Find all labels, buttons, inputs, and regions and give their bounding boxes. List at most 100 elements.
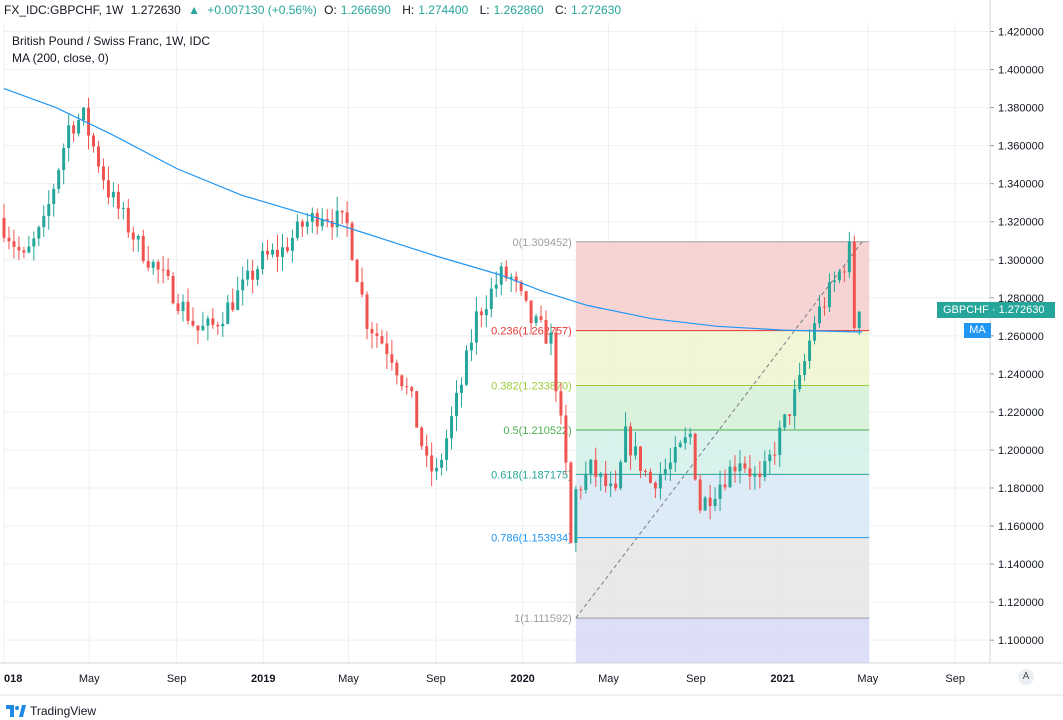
time-tick-label: Sep [167,673,187,685]
candle-body [146,260,150,268]
series-title[interactable]: British Pound / Swiss Franc, 1W, IDC [12,34,211,48]
fib-band [575,537,870,619]
price-tick-label: 1.420000 [998,27,1044,39]
tradingview-wordmark: TradingView [30,704,97,718]
candle-body [614,483,618,489]
candle-body [2,217,6,238]
candle-body [728,466,732,488]
candle-body [494,284,498,289]
moving-average-line [3,88,863,333]
tradingview-logo[interactable]: TradingView [6,704,96,718]
candle-body [738,463,742,472]
candle-body [544,319,548,344]
candle-body [832,280,836,283]
candle-body [673,447,677,463]
price-time-axes[interactable]: 1.100000 1.120000 1.140000 1.160000 1.180000… [0,0,1063,696]
candle-body [290,237,294,251]
candle-body [723,484,727,488]
candle-body [360,282,364,295]
candle-body [226,302,230,324]
candle-body [345,212,349,224]
candle-body [668,462,672,470]
candle-body [430,455,434,472]
fibonacci-retracement[interactable]: 0(1.309452)0.236(1.262757)0.382(1.233870… [491,237,870,663]
candle-body [529,300,533,323]
candle-body [340,210,344,213]
ma-badge: MA [964,323,991,338]
candle-body [629,426,633,456]
fib-level-label: 0.618(1.187175) [491,469,572,481]
candle-body [300,221,304,227]
candle-body [176,303,180,312]
candle-body [231,302,235,310]
candle-body [62,148,66,171]
candle-body [106,180,110,198]
candle-body [131,232,135,240]
price-tick-label: 1.320000 [998,217,1044,229]
candle-body [827,282,831,308]
candle-body [151,261,155,268]
candle-body [514,276,518,282]
candle-body [847,241,851,273]
candle-body [619,462,623,489]
candle-body [464,350,468,385]
candle-body [271,249,275,255]
candle-body [609,483,613,487]
up-arrow-icon: ▲ [188,3,200,17]
candle-body [589,459,593,474]
candle-body [410,387,414,392]
candle-body [261,250,265,270]
candle-body [181,301,185,312]
candle-body [42,215,46,228]
candle-body [708,497,712,507]
time-tick-label: May [79,673,100,685]
candle-body [315,212,319,227]
candle-body [370,328,374,334]
time-tick-label: 018 [4,673,22,685]
candle-body [484,309,488,316]
time-tick-label: 2020 [510,673,534,685]
candle-body [822,306,826,308]
candle-body [634,446,638,456]
low-label: L: [479,3,490,17]
candle-body [559,391,563,416]
price-tick-label: 1.240000 [998,369,1044,381]
fib-trend-line [575,241,863,619]
candle-body [509,276,513,279]
low-value: 1.262860 [493,3,544,17]
candle-body [116,191,120,209]
candle-body [126,207,130,233]
symbol-label[interactable]: FX_IDC:GBPCHF, 1W [4,3,124,17]
time-tick-label: Sep [686,673,706,685]
time-tick-label: 2021 [770,673,794,685]
current-price-badge: GBPCHF · 1.272630 [937,302,1055,318]
candle-body [191,320,195,326]
candle-body [246,270,250,280]
candle-body [703,497,707,511]
candle-body [549,332,553,344]
price-tick-label: 1.180000 [998,483,1044,495]
open-label: O: [324,3,337,17]
candle-body [166,269,170,276]
price-tick-label: 1.300000 [998,255,1044,267]
candle-body [793,389,797,417]
price-tick-label: 1.280000 [998,293,1044,305]
candle-body [22,250,26,253]
candle-body [788,414,792,417]
auto-scale-button[interactable]: A [1018,669,1034,685]
ma-indicator-legend[interactable]: MA (200, close, 0) [12,51,109,65]
candle-body [206,318,210,326]
candle-body [524,291,528,301]
candle-body [27,246,31,253]
candle-body [594,459,598,477]
fib-band [575,330,870,386]
candle-body [355,259,359,283]
candle-body [111,191,115,198]
candle-body [435,467,439,472]
candle-body [236,290,240,310]
candle-body [67,125,71,149]
candle-body [295,221,299,238]
candle-body [818,306,822,324]
price-tick-label: 1.360000 [998,141,1044,153]
